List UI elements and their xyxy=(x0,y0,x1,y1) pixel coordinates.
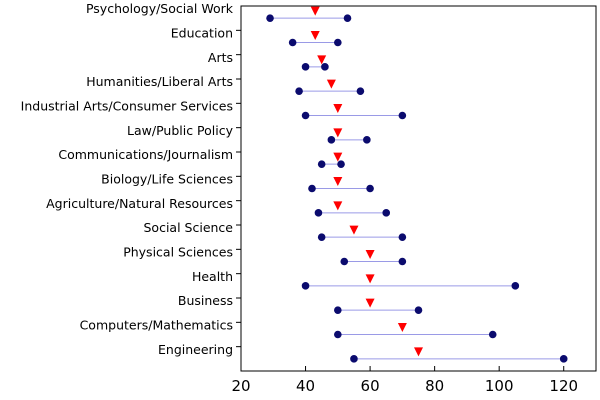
median-marker xyxy=(349,225,359,235)
median-marker xyxy=(310,31,320,40)
low-point xyxy=(317,233,326,241)
category-label: Agriculture/Natural Resources xyxy=(46,196,233,211)
x-tick-label: 100 xyxy=(485,377,514,395)
category-label: Social Science xyxy=(144,220,234,235)
category-label: Humanities/Liberal Arts xyxy=(86,74,233,89)
category-label: Physical Sciences xyxy=(123,245,233,260)
category-label: Business xyxy=(178,293,233,308)
median-marker xyxy=(333,177,343,186)
category-label: Industrial Arts/Consumer Services xyxy=(21,99,233,114)
category-label: Engineering xyxy=(158,342,233,357)
x-tick-label: 40 xyxy=(296,377,315,395)
category-label: Biology/Life Sciences xyxy=(101,172,233,187)
x-tick-label: 20 xyxy=(231,377,250,395)
high-point xyxy=(337,160,345,168)
category-label: Communications/Journalism xyxy=(58,147,233,162)
high-point xyxy=(382,209,391,217)
median-marker xyxy=(365,250,375,259)
x-tick-label: 60 xyxy=(361,377,380,395)
median-marker xyxy=(397,323,407,332)
median-marker xyxy=(333,201,343,211)
high-point xyxy=(511,282,520,290)
low-point xyxy=(301,111,310,120)
low-point xyxy=(327,136,336,144)
low-point xyxy=(334,330,342,339)
median-marker xyxy=(365,274,375,284)
low-point xyxy=(301,282,310,290)
high-point xyxy=(366,184,374,193)
low-point xyxy=(350,355,358,363)
low-point xyxy=(317,160,326,168)
median-marker xyxy=(333,128,343,138)
high-point xyxy=(356,87,365,95)
x-tick-label: 120 xyxy=(549,377,578,395)
data-points xyxy=(266,6,568,363)
high-point xyxy=(398,111,407,120)
median-marker xyxy=(333,104,343,113)
high-point xyxy=(398,233,407,241)
median-marker xyxy=(317,55,327,65)
high-point xyxy=(488,330,497,339)
median-marker xyxy=(365,298,375,308)
low-point xyxy=(314,209,323,217)
high-point xyxy=(343,14,352,22)
median-marker xyxy=(414,347,423,357)
low-point xyxy=(334,306,342,314)
labels: 20 40 60 80 100 120 Psychology/Social Work Educ… xyxy=(21,1,578,395)
category-label: Health xyxy=(192,269,233,284)
category-label: Education xyxy=(171,26,233,41)
high-point xyxy=(414,306,423,314)
plot-frame xyxy=(240,5,597,372)
high-point xyxy=(363,136,371,144)
high-point xyxy=(559,355,568,363)
x-tick-label: 80 xyxy=(425,377,444,395)
low-point xyxy=(295,87,303,95)
category-label: Arts xyxy=(208,50,233,65)
median-marker xyxy=(326,79,336,89)
low-point xyxy=(308,184,316,193)
category-label: Law/Public Policy xyxy=(127,123,234,138)
median-marker xyxy=(310,6,320,16)
category-label: Psychology/Social Work xyxy=(86,1,234,16)
high-point xyxy=(321,63,329,71)
high-point xyxy=(398,257,407,266)
median-marker xyxy=(333,152,343,162)
low-point xyxy=(301,63,310,71)
axes xyxy=(236,5,597,372)
low-point xyxy=(288,38,297,47)
low-point xyxy=(266,14,274,22)
category-label: Computers/Mathematics xyxy=(80,318,233,333)
high-point xyxy=(334,38,342,47)
low-point xyxy=(340,257,349,266)
